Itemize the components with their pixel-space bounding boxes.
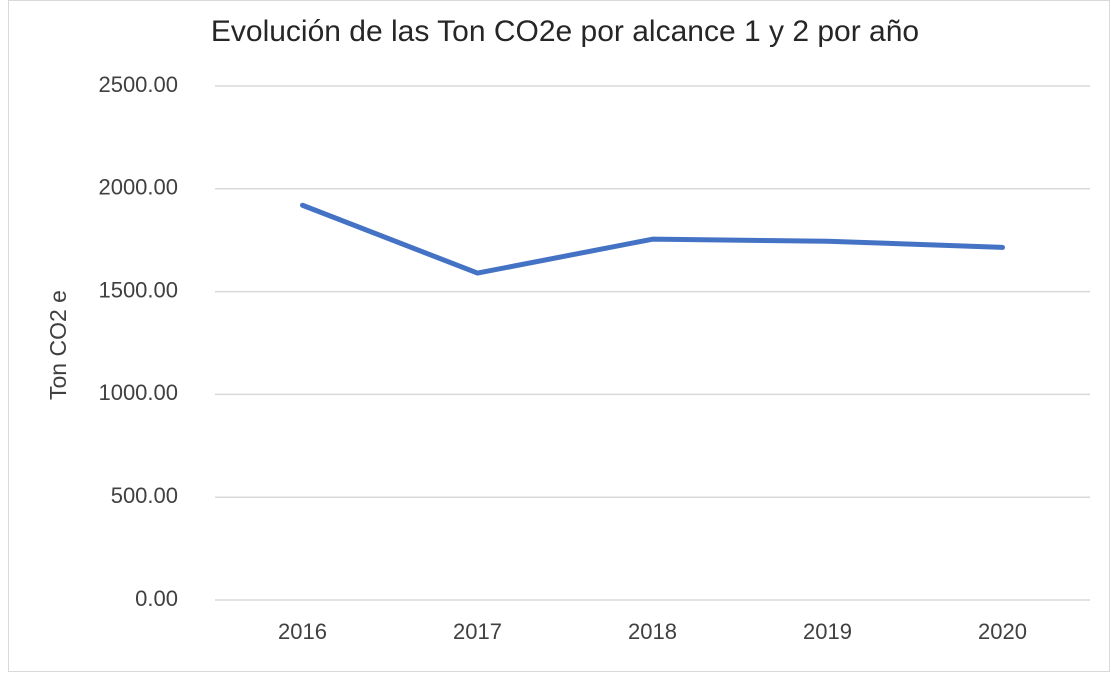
- y-tick-label: 2500.00: [98, 72, 178, 97]
- y-tick-label: 2000.00: [98, 175, 178, 200]
- x-tick-label: 2019: [803, 619, 852, 644]
- x-tick-label: 2016: [278, 619, 327, 644]
- y-tick-label: 1000.00: [98, 380, 178, 405]
- x-tick-label: 2020: [978, 619, 1027, 644]
- chart-border: [8, 0, 1110, 672]
- y-tick-label: 1500.00: [98, 277, 178, 302]
- data-line: [300, 202, 1005, 276]
- y-tick-label: 500.00: [111, 483, 178, 508]
- y-tick-label: 0.00: [135, 586, 178, 611]
- x-tick-label: 2018: [628, 619, 677, 644]
- x-tick-label: 2017: [453, 619, 502, 644]
- chart-title: Evolución de las Ton CO2e por alcance 1 …: [211, 15, 919, 48]
- y-axis-title: Ton CO2 e: [45, 290, 71, 400]
